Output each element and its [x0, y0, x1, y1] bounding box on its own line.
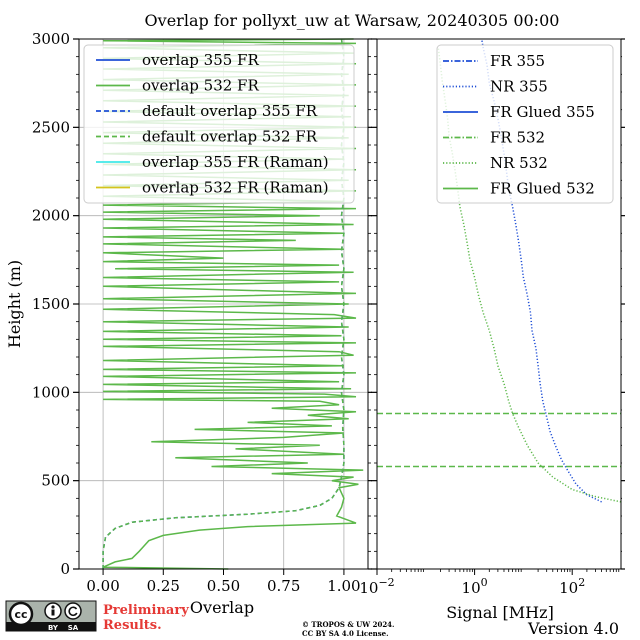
sa-icon-arrow: [68, 606, 78, 617]
preliminary-label: Preliminary: [103, 603, 189, 618]
chart-title: Overlap for pollyxt_uw at Warsaw, 202403…: [145, 11, 560, 30]
left-ytick-label: 0: [60, 560, 70, 578]
legend-label: overlap 532 FR: [142, 77, 259, 95]
left-ytick-label: 3000: [32, 30, 70, 48]
left-ytick-label: 500: [41, 472, 70, 490]
sa-sharealike-icon: [64, 602, 82, 620]
legend-label: NR 532: [490, 154, 548, 172]
series-line: [480, 38, 602, 503]
left-xtick-label: 1.00: [327, 577, 360, 595]
footer: cc BY SA Preliminary Results. © TROPOS &…: [5, 600, 619, 638]
left-ytick-label: 1500: [32, 295, 70, 313]
left-xtick-label: 0.25: [147, 577, 180, 595]
right-xtick-label: 10−2: [359, 576, 394, 597]
legend-label: overlap 532 FR (Raman): [142, 179, 329, 197]
by-label: BY: [48, 624, 59, 632]
left-ticks: 0.00 0.25 0.50 0.75 1.00 0 500 1000 1500 2000 2500…: [32, 30, 372, 595]
legend-label: FR 532: [490, 129, 545, 147]
legend-label: default overlap 355 FR: [142, 102, 318, 120]
legend-label: FR 355: [490, 52, 545, 70]
legend-label: NR 355: [490, 78, 548, 96]
right-xtick-label: 102: [559, 576, 585, 597]
legend-label: FR Glued 355: [490, 103, 595, 121]
legend-label: overlap 355 FR: [142, 51, 259, 69]
right-panel: 10−2 100 102 Signal [MHz] FR 355 NR 355 FR G…: [359, 38, 625, 622]
cc-badge-strip: [6, 622, 96, 631]
by-icon-head: [51, 605, 55, 609]
results-label: Results.: [103, 618, 162, 633]
left-panel: 0.00 0.25 0.50 0.75 1.00 0 500 1000 1500 2000 2500…: [5, 30, 372, 617]
right-xlabel: Signal [MHz]: [446, 603, 554, 622]
right-legend-box: [436, 44, 614, 204]
right-series: [377, 38, 622, 503]
series-line: [437, 47, 622, 503]
cc-logo-icon: [8, 601, 34, 627]
left-xtick-label: 0.50: [207, 577, 240, 595]
left-xlabel: Overlap: [190, 598, 254, 617]
by-icon-body: [51, 609, 55, 616]
legend-label: FR Glued 532: [490, 180, 595, 198]
left-xtick-label: 0.75: [267, 577, 300, 595]
right-legend: FR 355 NR 355 FR Glued 355 FR 532 NR 532 FR G…: [436, 44, 614, 204]
left-ylabel: Height (m): [5, 260, 24, 348]
version-label: Version 4.0: [527, 619, 619, 638]
left-legend: overlap 355 FR overlap 532 FR default over…: [83, 44, 355, 204]
copyright-line-2: CC BY SA 4.0 License.: [302, 629, 389, 638]
sa-label: SA: [68, 624, 79, 632]
legend-label: default overlap 532 FR: [142, 128, 318, 146]
left-xtick-label: 0.00: [86, 577, 119, 595]
cc-license-badge: cc BY SA: [5, 600, 97, 632]
cc-logo-text: cc: [14, 608, 27, 621]
left-ytick-label: 2500: [32, 118, 70, 136]
left-legend-box: [83, 44, 355, 204]
left-ytick-label: 1000: [32, 383, 70, 401]
legend-label: overlap 355 FR (Raman): [142, 153, 329, 171]
copyright-line-1: © TROPOS & UW 2024.: [302, 620, 395, 629]
left-ytick-label: 2000: [32, 207, 70, 225]
right-ticks: 10−2 100 102: [359, 38, 625, 597]
right-xtick-label: 100: [462, 576, 488, 597]
